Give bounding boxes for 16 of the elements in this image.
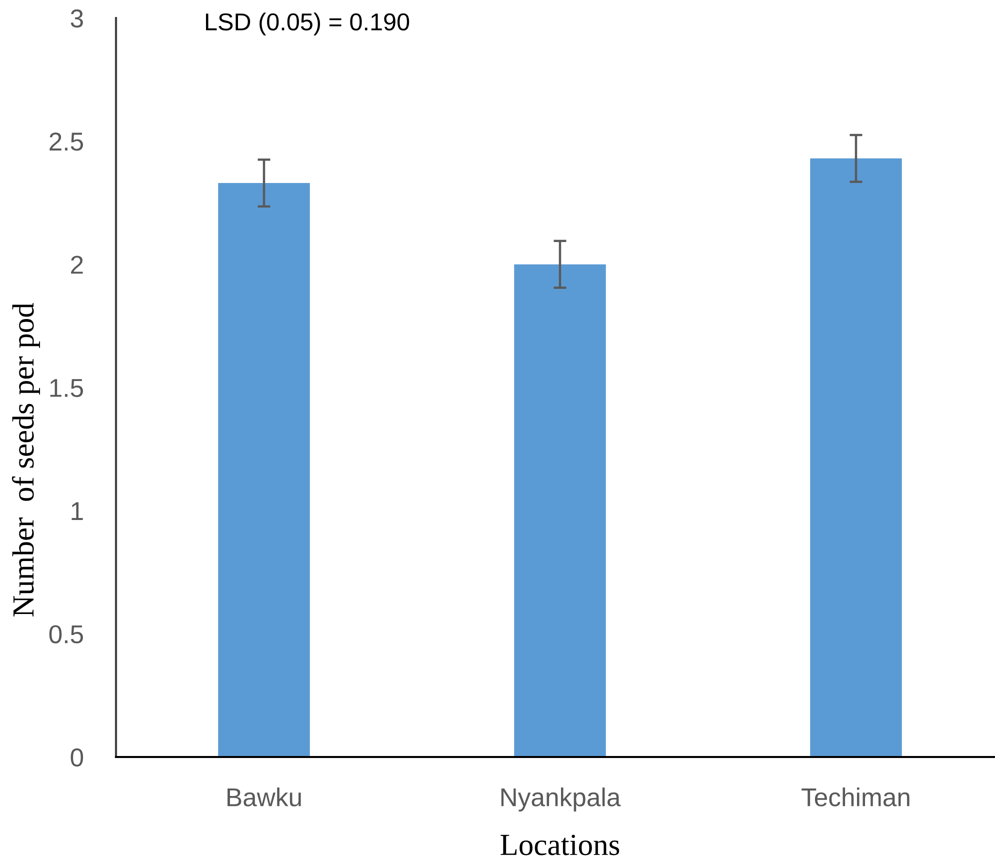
y-tick-label: 1.5	[50, 379, 83, 398]
x-tick-label: Nyankpala	[501, 788, 621, 812]
y-tick-label: 0	[70, 748, 84, 767]
y-tick-label: 3	[70, 9, 83, 28]
y-tick-label: 2	[71, 256, 83, 274]
y-tick-label: 1	[72, 502, 83, 520]
bar	[810, 158, 902, 757]
y-axis-title: Number of seeds per pod	[12, 302, 40, 617]
x-axis-title: Locations	[500, 834, 620, 856]
annotation: LSD (0.05) = 0.190	[206, 12, 410, 36]
y-tick-label: 0.5	[49, 625, 83, 644]
bar	[218, 183, 310, 757]
x-tick-label: Techiman	[802, 788, 910, 806]
bar	[514, 264, 606, 757]
y-tick-label: 2.5	[50, 132, 83, 151]
x-tick-label: Bawku	[228, 788, 301, 806]
